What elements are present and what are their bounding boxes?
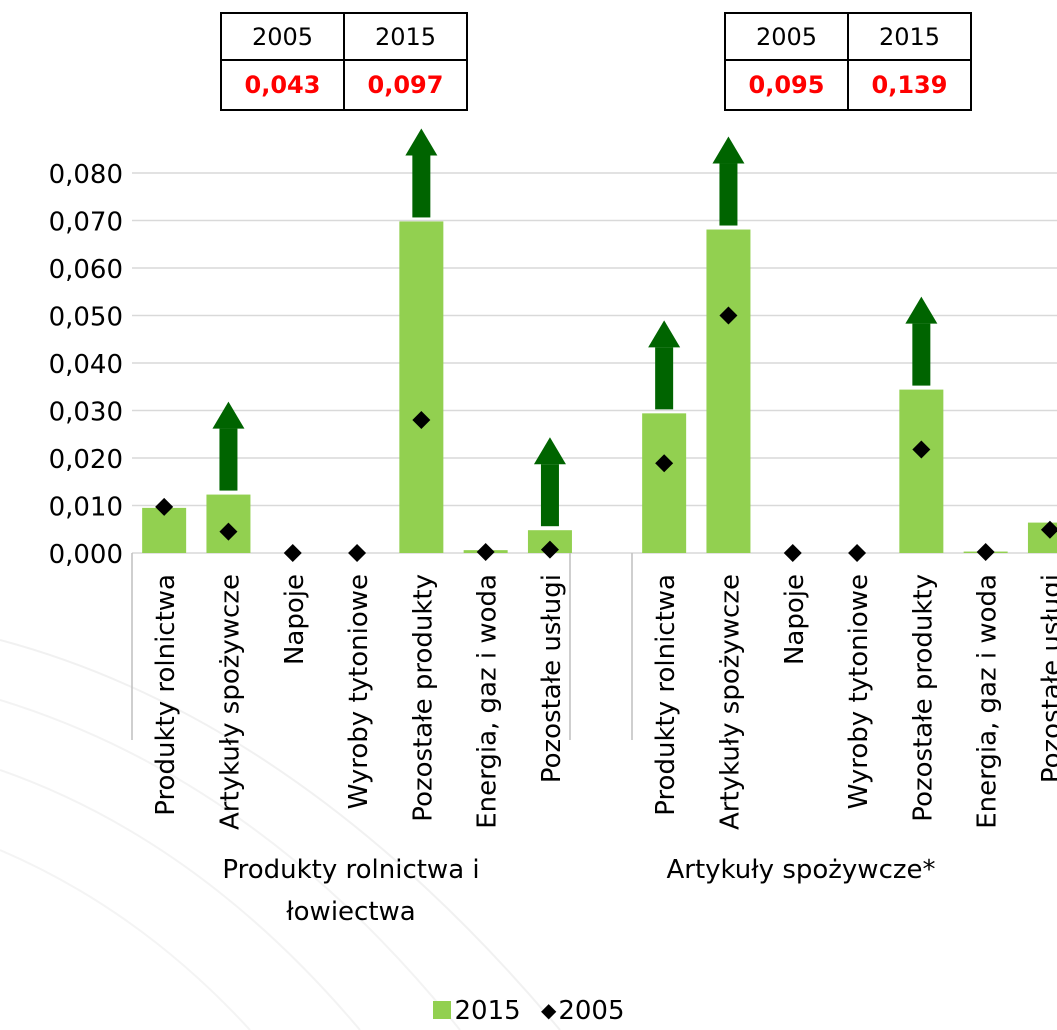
increase-arrow-shaft [219, 428, 238, 491]
summary-value-2015: 0,097 [343, 59, 468, 111]
y-tick-label: 0,010 [49, 493, 123, 523]
summary-value-2005: 0,043 [220, 59, 345, 111]
legend: 2015 ◆2005 [0, 996, 1057, 1026]
increase-arrow-shaft [412, 155, 431, 218]
y-tick-label: 0,060 [49, 255, 123, 285]
category-label: Energia, gaz i woda [473, 574, 503, 829]
marker-2005 [283, 544, 302, 562]
increase-arrow-shaft [719, 163, 738, 226]
y-tick-label: 0,030 [49, 398, 123, 428]
bar-2015 [642, 413, 687, 553]
summary-year-2015: 2015 [847, 12, 972, 61]
legend-item-2015: 2015 [432, 996, 521, 1026]
marker-2005 [783, 544, 802, 562]
y-tick-label: 0,070 [49, 208, 123, 238]
y-tick-label: 0,050 [49, 303, 123, 333]
marker-2005 [219, 522, 238, 541]
category-label: Pozostałe produkty [408, 574, 438, 822]
increase-arrow-head [405, 128, 438, 156]
category-label: Produkty rolnictwa [651, 574, 681, 816]
category-label: Napoje [280, 574, 310, 665]
legend-item-2005: ◆2005 [541, 996, 625, 1026]
marker-2005 [719, 306, 738, 325]
increase-arrow-shaft [540, 464, 559, 527]
marker-2005 [655, 454, 674, 473]
summary-year-2005: 2005 [724, 12, 849, 61]
category-label: Produkty rolnictwa [151, 574, 181, 816]
category-label: Artykuły spożywcze [715, 574, 745, 830]
diamond-icon: ◆ [540, 998, 557, 1022]
y-tick-label: 0,020 [49, 445, 123, 475]
category-label: Wyroby tytoniowe [344, 574, 374, 809]
category-label: Pozostałe produkty [908, 574, 938, 822]
legend-swatch-bar [432, 1001, 451, 1019]
increase-arrow-head [905, 296, 938, 324]
marker-2005 [912, 440, 931, 459]
group-label: Artykuły spożywcze* [666, 855, 935, 885]
category-label: Napoje [780, 574, 810, 665]
marker-2005 [348, 544, 367, 562]
summary-box-group-2: 2005 2015 0,095 0,139 [724, 12, 972, 111]
y-tick-label: 0,040 [49, 350, 123, 380]
y-tick-label: 0,000 [49, 540, 123, 570]
increase-arrow-shaft [912, 323, 931, 386]
bar-2015 [399, 221, 444, 553]
category-label: Energia, gaz i woda [973, 574, 1003, 829]
summary-year-2005: 2005 [220, 12, 345, 61]
legend-label-2015: 2015 [454, 996, 521, 1026]
category-label: Pozostałe usługi [537, 574, 567, 783]
category-label: Pozostałe usługi [1037, 574, 1057, 783]
y-tick-label: 0,080 [49, 160, 123, 190]
marker-2005 [848, 544, 867, 562]
marker-2005 [976, 543, 995, 562]
summary-box-group-1: 2005 2015 0,043 0,097 [220, 12, 468, 111]
summary-year-2015: 2015 [343, 12, 468, 61]
increase-arrow-head [712, 136, 745, 164]
increase-arrow-shaft [655, 347, 674, 410]
marker-2005 [476, 543, 495, 562]
increase-arrow-head [212, 401, 245, 429]
group-label: Produkty rolnictwa i [222, 855, 479, 885]
bar-2015 [706, 229, 751, 553]
increase-arrow-head [533, 437, 566, 465]
marker-2005 [412, 411, 431, 429]
bar-2015 [899, 389, 944, 553]
chart-plot: 0,000 0,010 0,020 0,030 0,040 0,050 0,060 0,070… [49, 128, 1057, 927]
legend-label-2005: 2005 [558, 996, 625, 1026]
category-label: Artykuły spożywcze [215, 574, 245, 830]
summary-value-2005: 0,095 [724, 59, 849, 111]
group-label: łowiectwa [286, 897, 415, 927]
marker-2005 [155, 497, 174, 516]
marker-2005 [1040, 520, 1057, 539]
marker-2005 [540, 540, 559, 559]
increase-arrow-head [648, 320, 681, 348]
summary-value-2015: 0,139 [847, 59, 972, 111]
category-label: Wyroby tytoniowe [844, 574, 874, 809]
